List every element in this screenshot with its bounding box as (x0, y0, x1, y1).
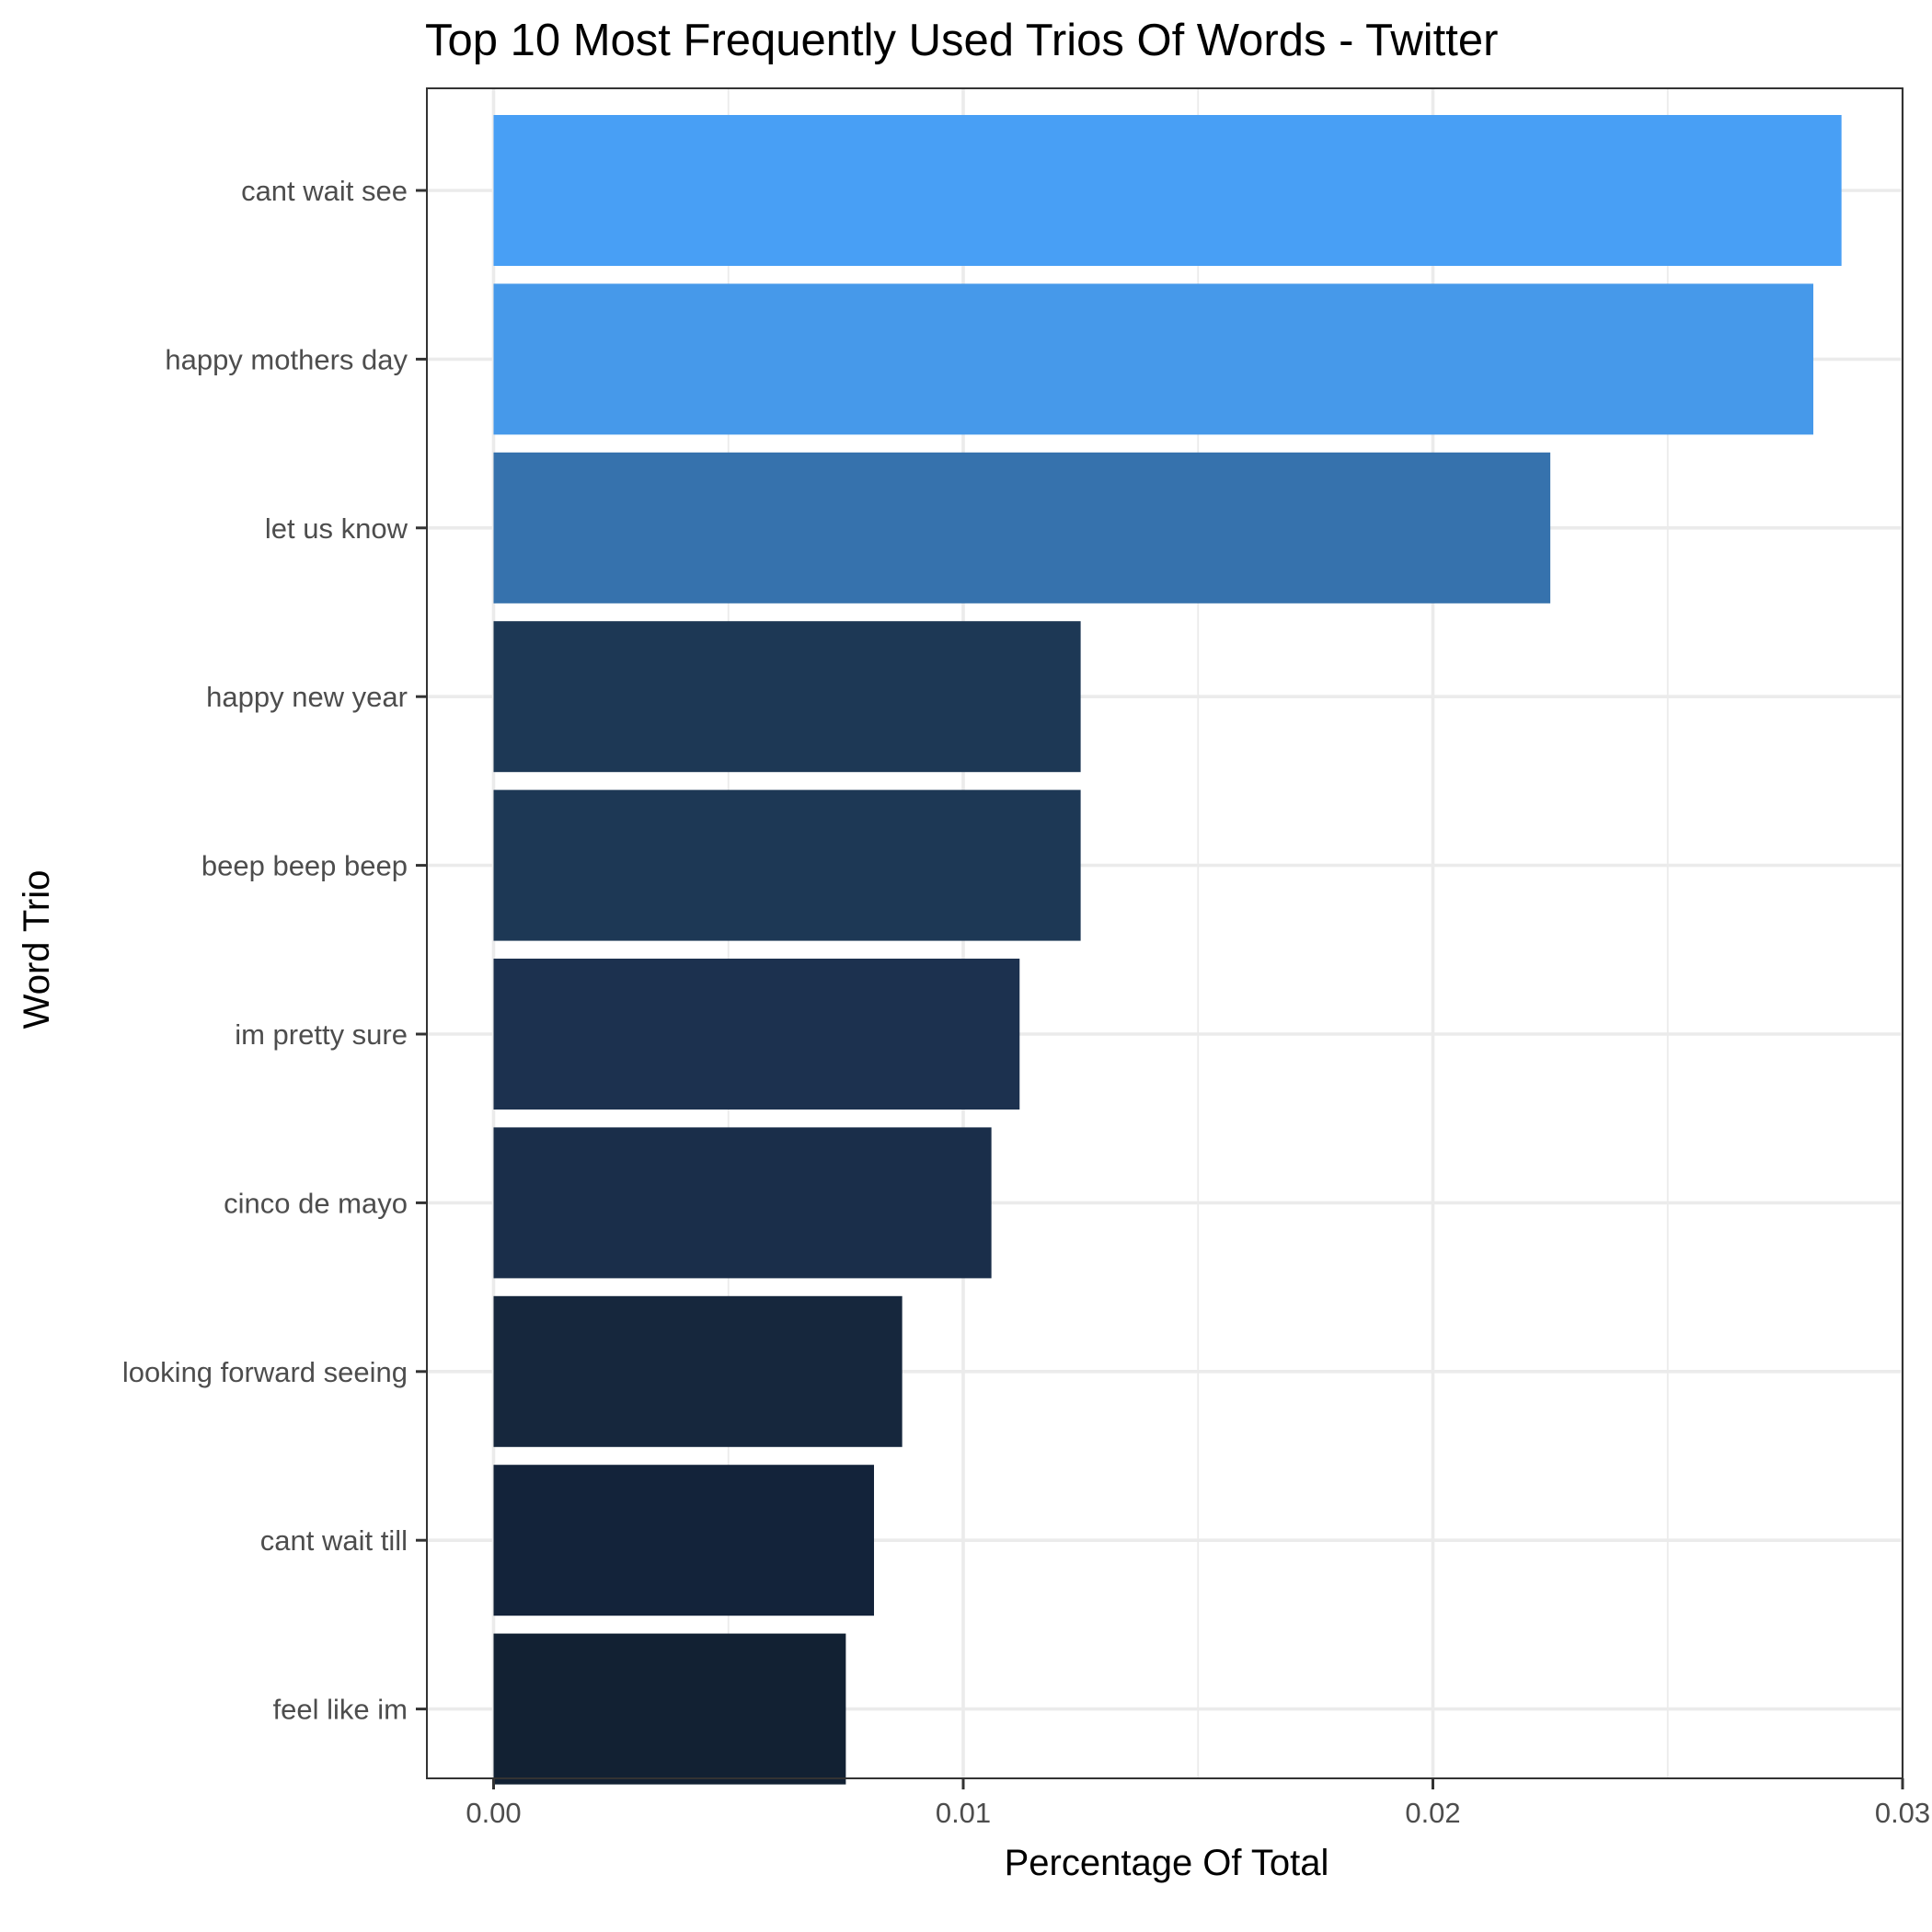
panel-border (426, 87, 1903, 1779)
bar (493, 621, 1081, 773)
x-axis: 0.00 0.01 0.02 0.03 (466, 1778, 1930, 1829)
bar (493, 452, 1551, 604)
bar (493, 1127, 992, 1279)
y-tick-label: happy mothers day (165, 343, 408, 375)
y-tick-label: let us know (265, 512, 408, 545)
y-tick-label: cant wait till (260, 1524, 408, 1557)
bars (493, 115, 1842, 1785)
y-tick-label: happy new year (206, 681, 408, 713)
bar (493, 1465, 875, 1616)
x-tick-label: 0.01 (936, 1797, 991, 1829)
bar (493, 789, 1081, 941)
bar (493, 1633, 846, 1785)
y-tick-label: cant wait see (241, 175, 408, 207)
bar (493, 959, 1020, 1110)
bar (493, 115, 1842, 266)
y-tick-label: im pretty sure (235, 1018, 408, 1051)
x-tick-label: 0.00 (466, 1797, 521, 1829)
bar (493, 1295, 903, 1447)
x-tick-label: 0.02 (1405, 1797, 1460, 1829)
x-axis-title: Percentage Of Total (1005, 1843, 1329, 1883)
y-tick-label: beep beep beep (201, 850, 408, 882)
bar (493, 283, 1814, 435)
x-tick-label: 0.03 (1875, 1797, 1930, 1829)
y-axis: cant wait see happy mothers day let us kno… (122, 175, 427, 1726)
y-tick-label: looking forward seeing (122, 1356, 408, 1388)
y-tick-label: feel like im (273, 1694, 408, 1726)
chart-title: Top 10 Most Frequently Used Trios Of Wor… (425, 16, 1498, 65)
y-axis-title: Word Trio (17, 870, 57, 1029)
y-tick-label: cinco de mayo (224, 1187, 408, 1219)
